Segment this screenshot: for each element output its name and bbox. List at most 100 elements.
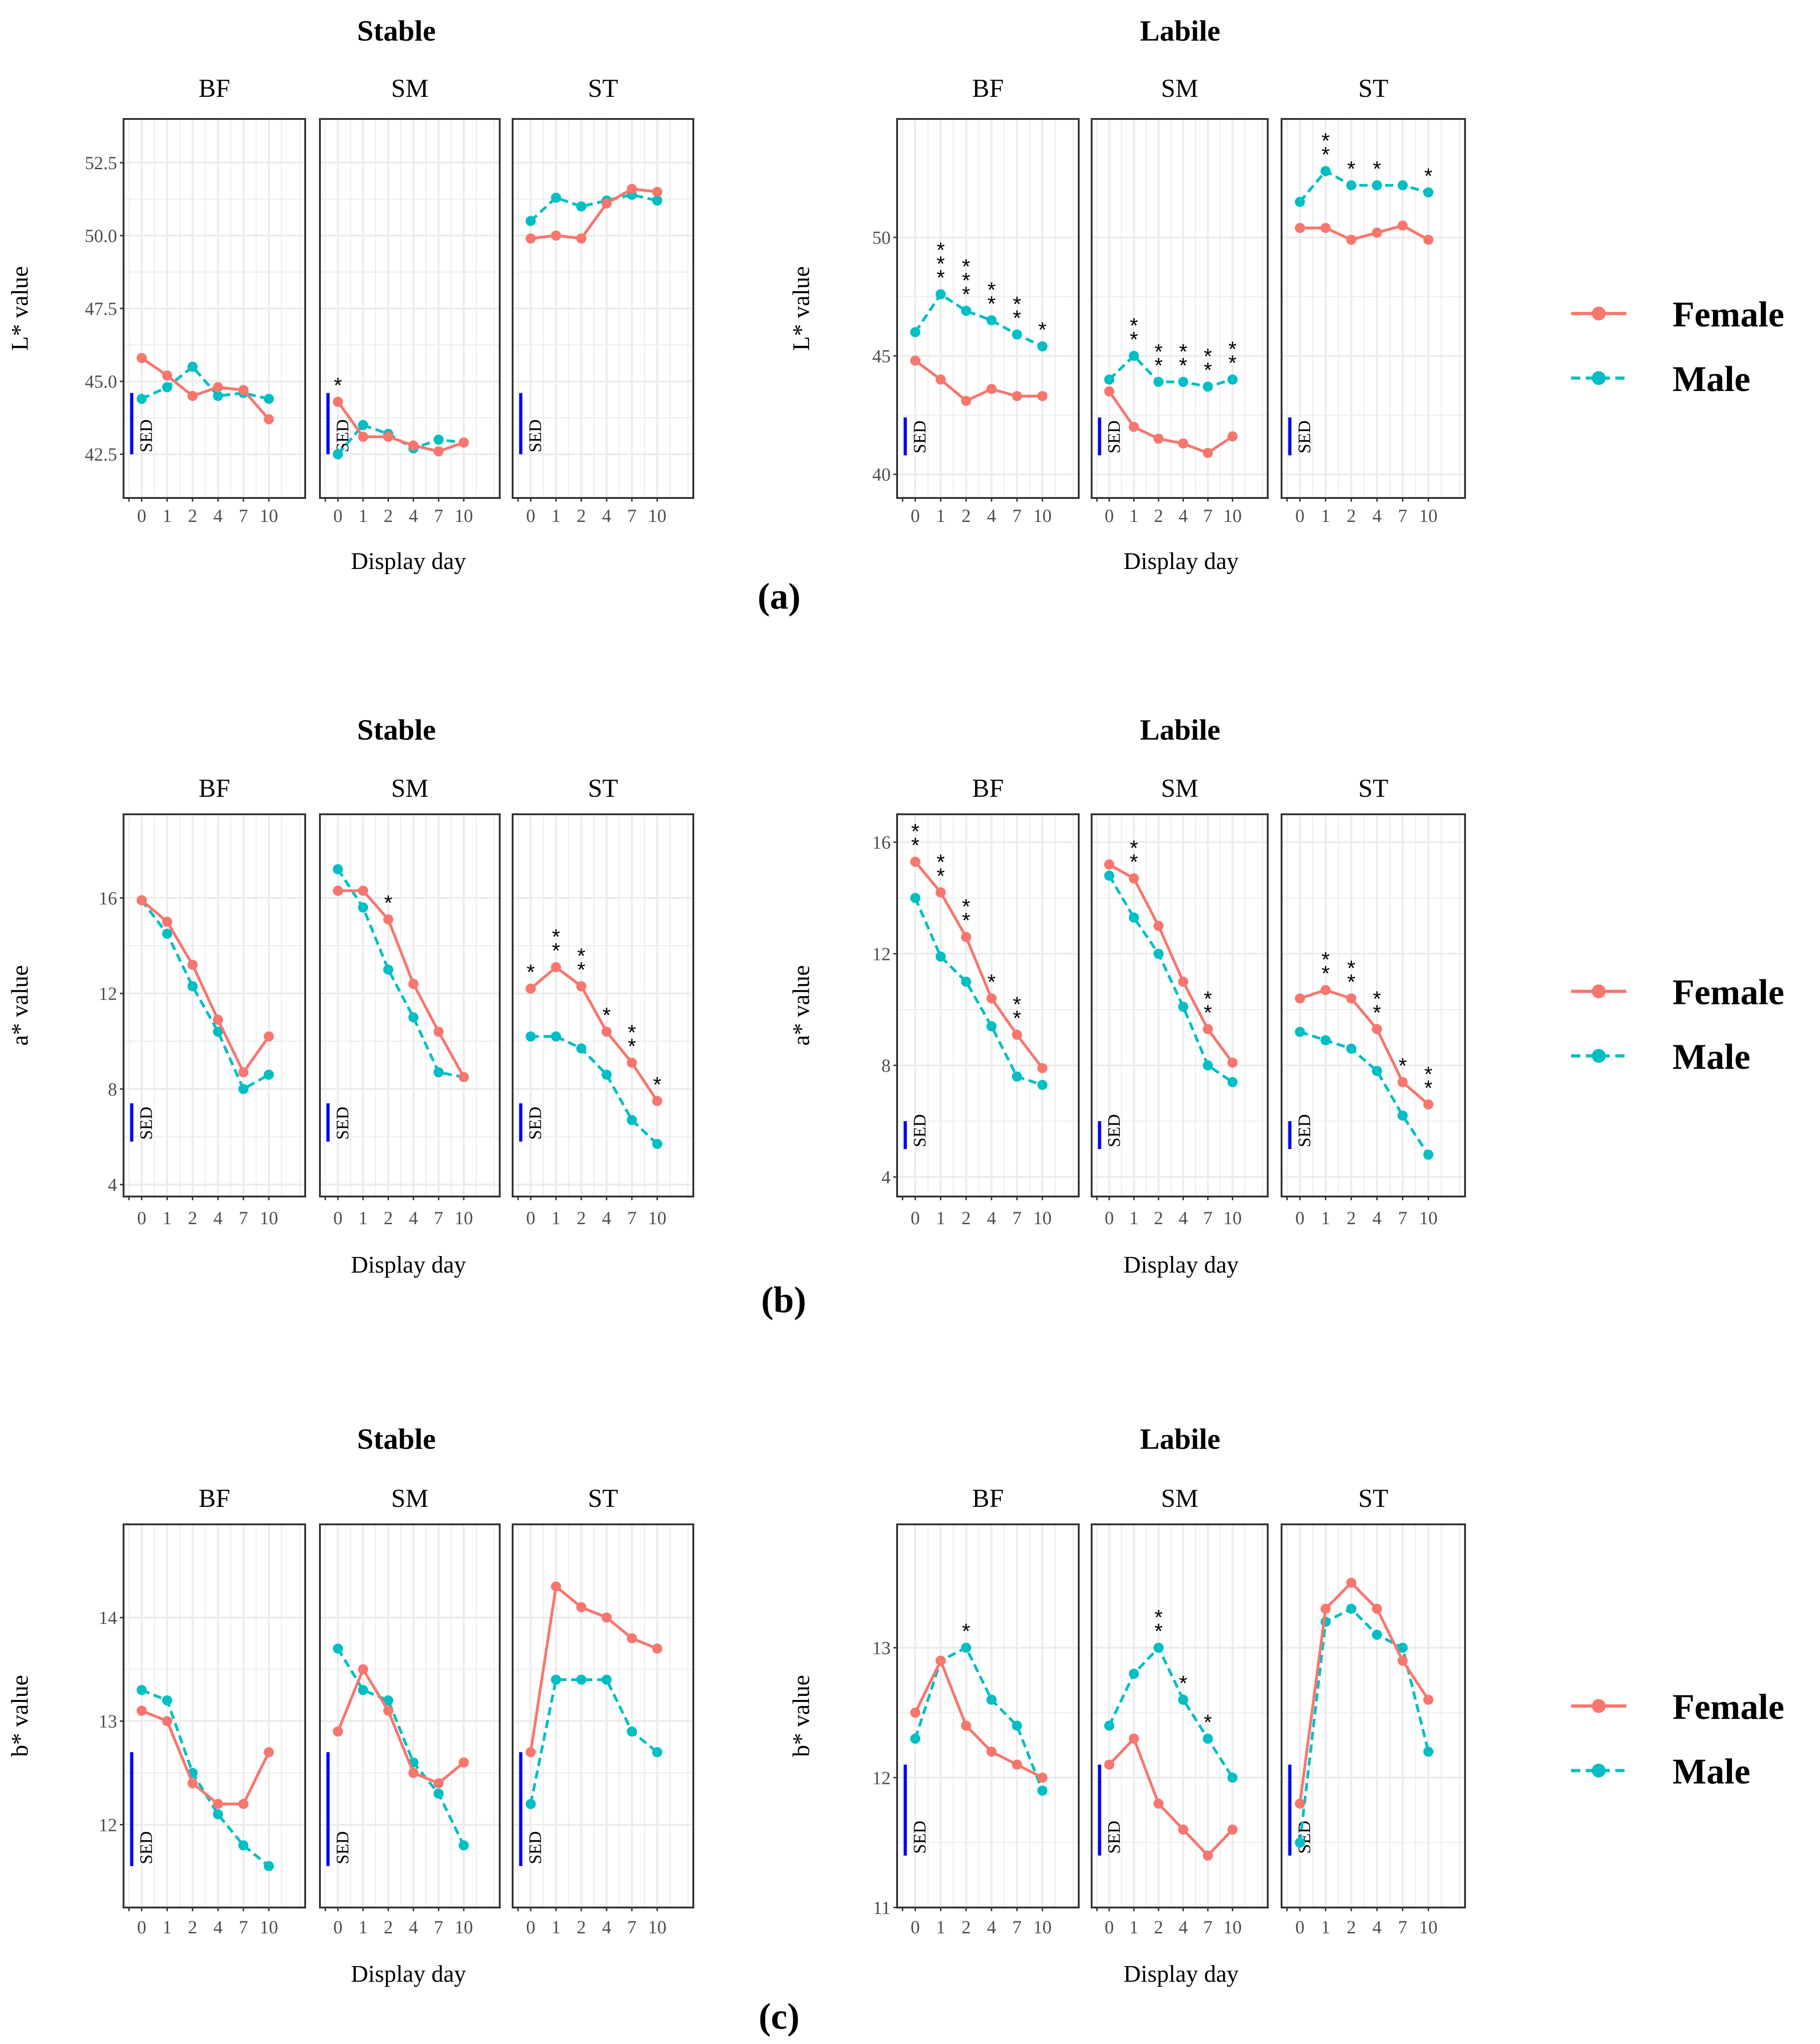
facet-bf: BF SED 0 1 2 4 7 10 <box>123 774 306 1228</box>
male-point <box>1320 1035 1331 1046</box>
y-axis-label: L* value <box>788 266 815 350</box>
female-point <box>238 385 249 396</box>
chart-title: Labile <box>1140 14 1220 47</box>
facet-strip-label: BF <box>972 1484 1004 1513</box>
facet-strip-label: SM <box>1161 1484 1199 1513</box>
y-tick-label: 12 <box>99 1814 117 1835</box>
x-tick-label: 0 <box>333 505 343 526</box>
legend: Female Male <box>1571 972 1785 1077</box>
x-tick-label: 4 <box>409 1208 418 1228</box>
y-tick-label: 16 <box>99 888 117 908</box>
female-point <box>652 187 662 197</box>
male-point <box>358 902 368 913</box>
x-tick-label: 2 <box>384 1917 393 1937</box>
female-point <box>1227 1057 1238 1068</box>
x-axis-label: Display day <box>351 548 466 575</box>
female-point <box>1397 1077 1408 1087</box>
x-axis-label: Display day <box>1123 1961 1239 1987</box>
female-point <box>1320 985 1331 995</box>
female-point <box>935 1655 946 1666</box>
female-point <box>961 1720 971 1731</box>
x-tick-label: 2 <box>577 1917 586 1937</box>
facet-strip-label: SM <box>1161 774 1199 803</box>
female-point <box>986 384 997 394</box>
facet-frame <box>1281 813 1466 1197</box>
significance-marker: * * <box>1179 339 1188 377</box>
female-point <box>1203 1024 1213 1034</box>
significance-marker: * <box>1347 157 1355 181</box>
male-point <box>626 1115 637 1126</box>
x-tick-label: 10 <box>1033 1208 1052 1228</box>
female-point <box>935 887 946 898</box>
male-point <box>1012 329 1022 340</box>
male-series-line <box>914 1646 1044 1791</box>
x-tick-label: 0 <box>1295 505 1305 526</box>
female-point <box>1320 223 1331 233</box>
male-point <box>136 1685 147 1695</box>
legend-female-point <box>1592 1699 1606 1713</box>
chart-title: Stable <box>357 713 436 746</box>
x-tick-label: 1 <box>1129 505 1139 526</box>
x-tick-label: 10 <box>260 1208 278 1228</box>
male-series-line <box>1299 169 1429 203</box>
female-point <box>1012 391 1022 402</box>
facet-strip-label: ST <box>1358 774 1388 803</box>
male-point <box>136 394 147 404</box>
significance-marker: * * <box>628 1020 636 1058</box>
sed-label: SED <box>910 1821 930 1854</box>
male-point <box>1129 350 1139 361</box>
x-tick-label: 2 <box>188 1917 197 1937</box>
x-tick-label: 0 <box>1295 1917 1305 1937</box>
x-tick-label: 1 <box>359 505 368 526</box>
significance-marker: * * <box>1347 956 1355 994</box>
significance-marker: * <box>334 373 342 397</box>
female-series-line <box>141 357 270 421</box>
y-tick-label: 13 <box>872 1638 891 1659</box>
male-point <box>576 1674 586 1685</box>
chart-title: Stable <box>357 14 436 47</box>
male-point <box>408 1012 419 1023</box>
male-point <box>551 1674 561 1685</box>
x-tick-label: 2 <box>962 1208 971 1228</box>
female-point <box>551 230 561 241</box>
significance-marker: * * <box>1130 314 1138 351</box>
legend-female-point <box>1592 984 1606 998</box>
x-tick-label: 7 <box>239 1917 248 1937</box>
female-point <box>383 914 394 924</box>
significance-marker: * * * <box>937 238 945 290</box>
x-tick-label: 0 <box>1105 505 1114 526</box>
female-point <box>1037 1063 1048 1073</box>
x-tick-label: 0 <box>526 505 535 526</box>
male-point <box>433 434 444 445</box>
facet-frame <box>512 813 694 1197</box>
female-series-line <box>141 899 270 1075</box>
x-tick-label: 10 <box>455 1208 473 1228</box>
female-point <box>1371 1024 1382 1034</box>
x-tick-label: 7 <box>239 1208 248 1228</box>
facet-st: ST SED 0 1 2 4 7 10 <box>1281 1484 1466 1937</box>
male-point <box>1129 912 1139 923</box>
y-tick-label: 12 <box>872 1767 891 1788</box>
female-point <box>1037 391 1048 402</box>
male-point <box>1294 1026 1305 1037</box>
female-point <box>264 1031 274 1042</box>
male-point <box>162 929 172 939</box>
x-tick-label: 1 <box>936 1208 945 1228</box>
y-axis-label: a* value <box>7 965 33 1046</box>
female-point <box>1012 1030 1022 1040</box>
male-series-line <box>1298 1607 1430 1843</box>
x-tick-label: 1 <box>1321 1917 1330 1937</box>
male-point <box>1423 1149 1434 1160</box>
x-tick-label: 2 <box>188 1208 197 1228</box>
y-tick-label: 50 <box>872 227 891 248</box>
x-tick-label: 7 <box>627 505 637 526</box>
significance-marker: * * * <box>962 255 970 306</box>
male-point <box>961 306 971 316</box>
female-series-line <box>1298 1581 1430 1804</box>
legend-male-point <box>1592 1049 1606 1063</box>
female-point <box>162 1716 172 1726</box>
significance-marker: * <box>526 960 535 984</box>
x-tick-label: 4 <box>213 1208 223 1228</box>
female-point <box>264 1747 274 1758</box>
chart-title: Labile <box>1140 1422 1220 1455</box>
